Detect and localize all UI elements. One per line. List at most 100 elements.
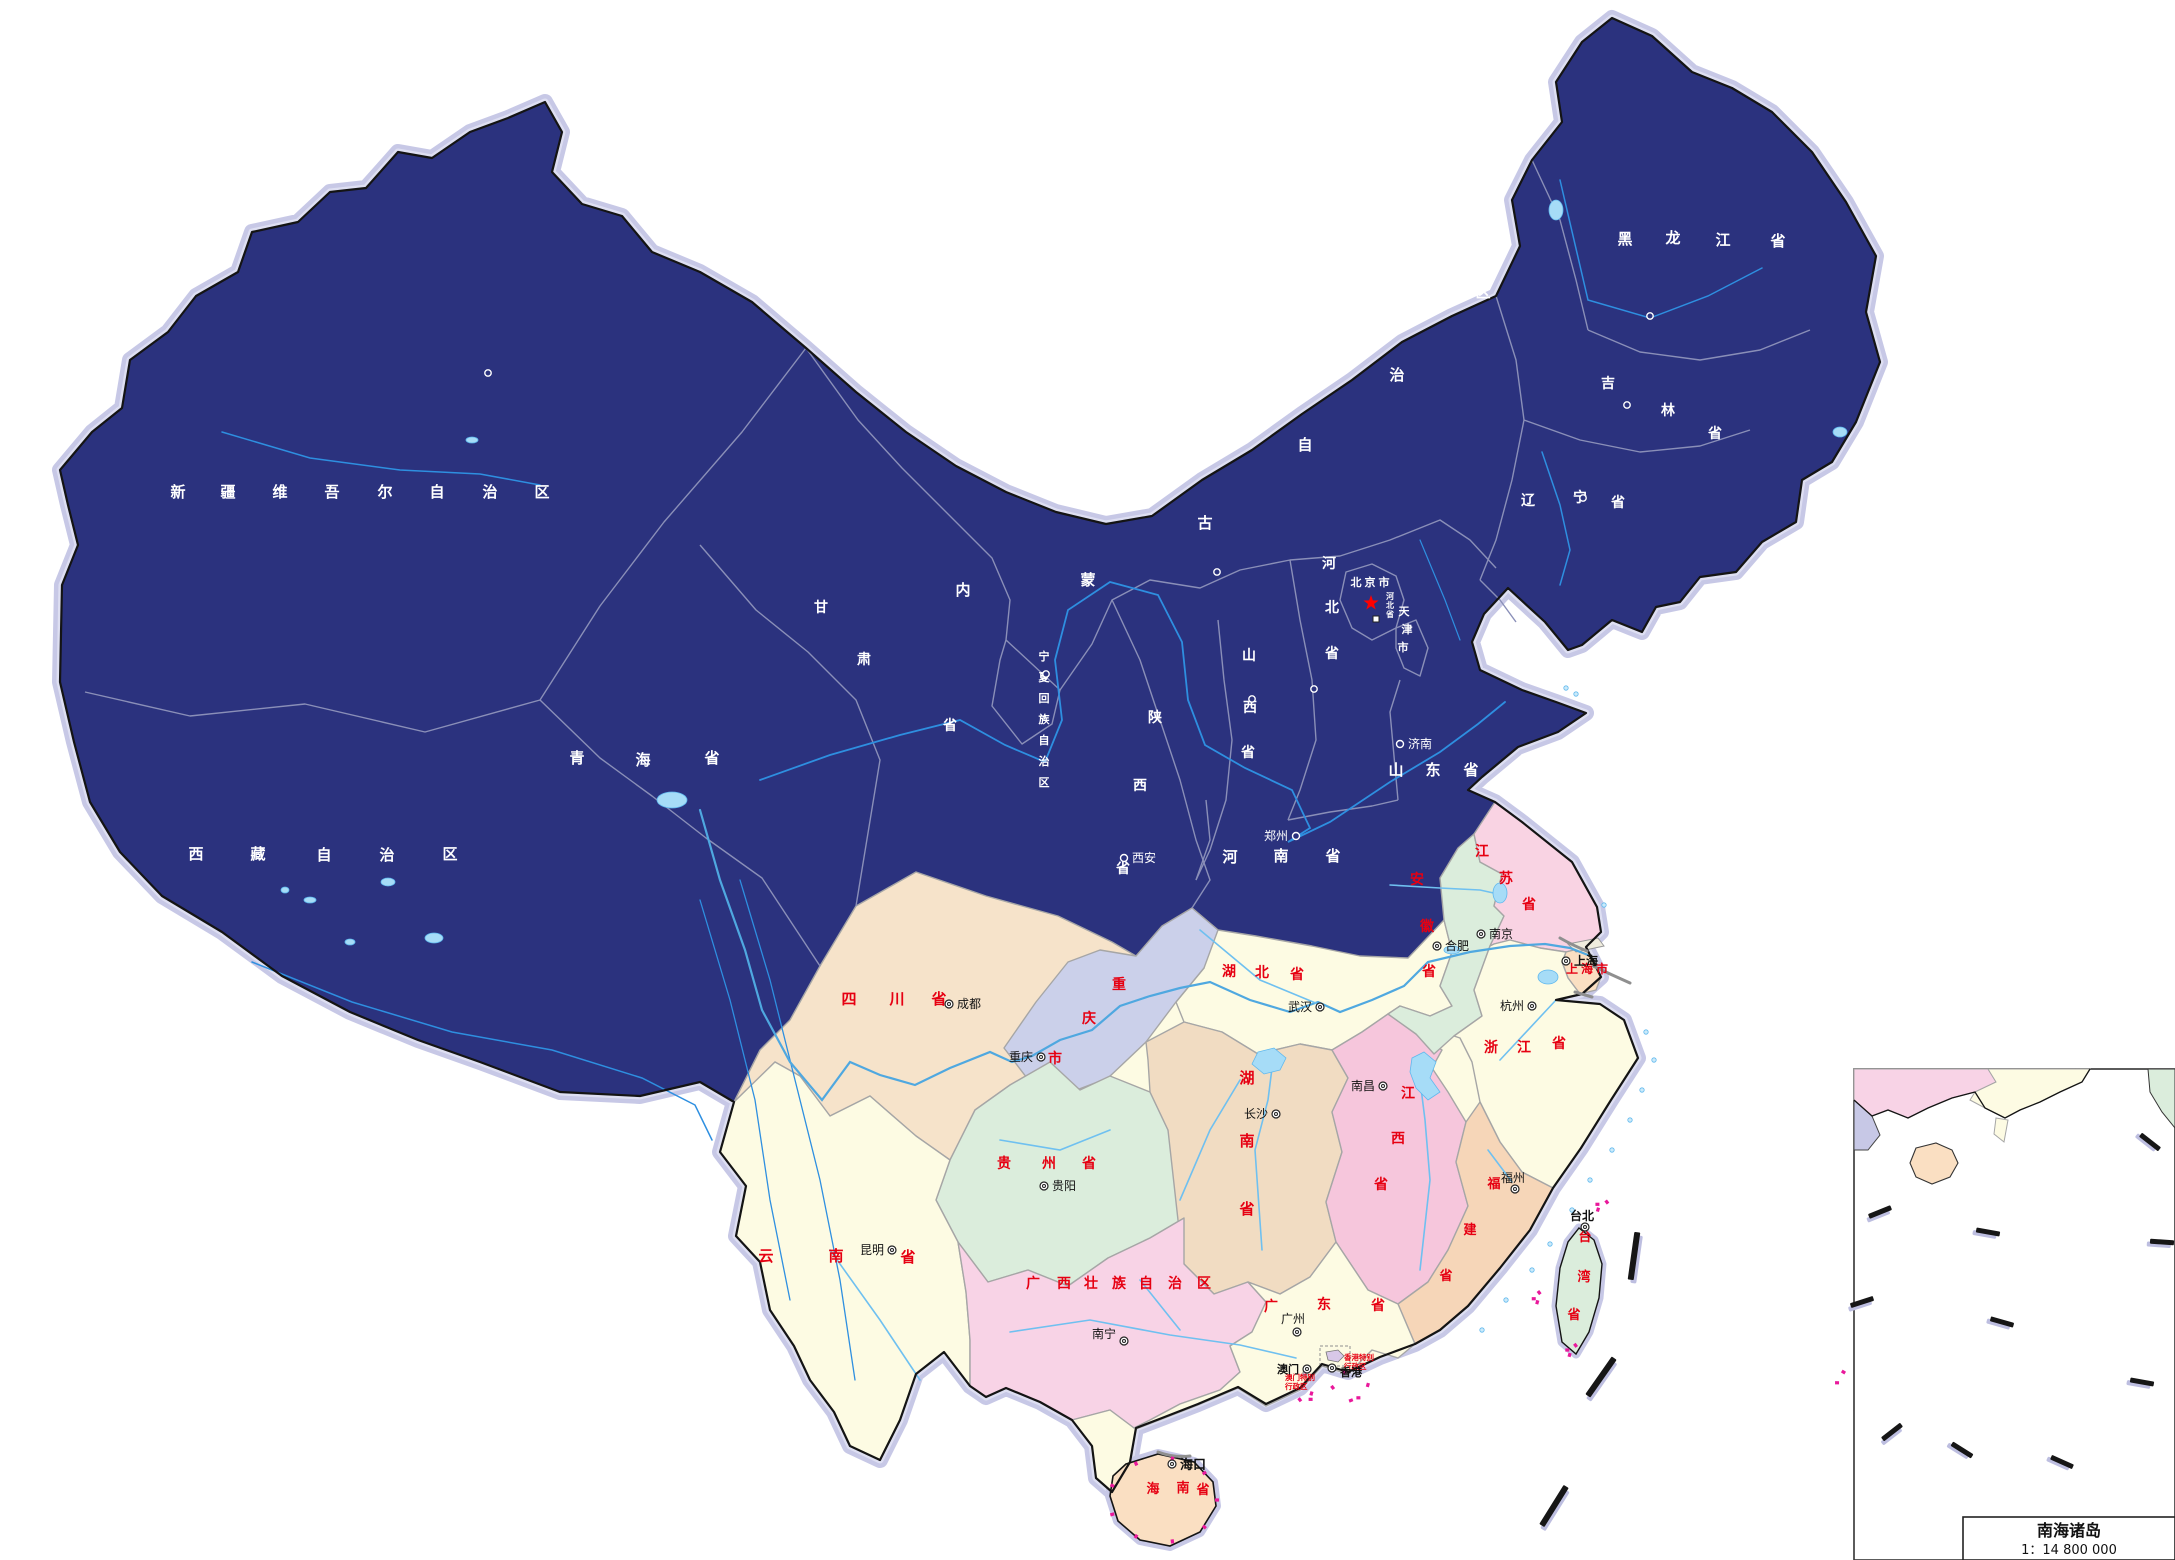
svg-text:江: 江 <box>1475 843 1489 860</box>
svg-text:南: 南 <box>1176 1480 1189 1496</box>
inset-region-taiwan <box>2147 1068 2175 1129</box>
svg-text:天: 天 <box>1399 605 1411 618</box>
svg-text:行政区: 行政区 <box>1284 1381 1308 1391</box>
svg-text:台北: 台北 <box>1570 1208 1594 1223</box>
svg-text:市: 市 <box>1398 640 1409 654</box>
svg-text:昆明: 昆明 <box>860 1243 884 1257</box>
svg-text:东: 东 <box>1425 761 1440 779</box>
svg-text:西: 西 <box>1391 1131 1405 1147</box>
svg-text:海: 海 <box>1581 961 1593 976</box>
svg-text:蒙: 蒙 <box>1080 571 1095 589</box>
svg-text:宁: 宁 <box>1039 649 1050 663</box>
svg-text:治: 治 <box>1389 366 1404 384</box>
svg-text:香港: 香港 <box>1339 1365 1363 1379</box>
svg-text:广: 广 <box>1026 1275 1040 1292</box>
svg-text:藏: 藏 <box>250 845 265 863</box>
inset-region-leizhou <box>1993 1117 2009 1143</box>
svg-text:广州: 广州 <box>1281 1312 1305 1326</box>
svg-text:省: 省 <box>1421 963 1436 980</box>
svg-text:贵阳: 贵阳 <box>1052 1179 1076 1193</box>
svg-text:重: 重 <box>1112 976 1126 993</box>
svg-text:治: 治 <box>1039 754 1050 768</box>
svg-text:京: 京 <box>1365 575 1376 589</box>
svg-text:北: 北 <box>1386 600 1394 610</box>
svg-text:成都: 成都 <box>957 997 981 1011</box>
svg-text:区: 区 <box>534 483 549 501</box>
svg-text:四: 四 <box>841 990 856 1008</box>
svg-text:杭州: 杭州 <box>1500 998 1524 1013</box>
svg-text:区: 区 <box>1039 776 1050 789</box>
svg-text:西: 西 <box>1243 700 1257 716</box>
svg-text:省: 省 <box>1521 896 1536 913</box>
svg-text:市: 市 <box>1048 1050 1062 1067</box>
svg-text:建: 建 <box>1463 1222 1476 1238</box>
rivers-south <box>829 884 1557 1381</box>
svg-text:省: 省 <box>1462 761 1478 779</box>
svg-text:古: 古 <box>1197 514 1212 532</box>
svg-text:省: 省 <box>1566 1307 1580 1323</box>
svg-text:行政区: 行政区 <box>1343 1361 1367 1371</box>
svg-text:川: 川 <box>888 990 904 1008</box>
svg-text:省: 省 <box>1238 1200 1254 1218</box>
svg-text:南昌: 南昌 <box>1351 1078 1375 1093</box>
svg-text:安: 安 <box>1410 871 1424 888</box>
national-border <box>58 16 1882 1494</box>
region-taiwan <box>1555 1227 1603 1356</box>
svg-text:省: 省 <box>1115 860 1130 877</box>
svg-text:南京: 南京 <box>1489 926 1513 941</box>
svg-text:江: 江 <box>1715 231 1730 249</box>
svg-text:台: 台 <box>1578 1229 1591 1245</box>
svg-text:龙: 龙 <box>1664 229 1680 247</box>
beijing-square-marker <box>1372 615 1380 623</box>
svg-text:自: 自 <box>1139 1275 1153 1292</box>
svg-text:肃: 肃 <box>857 651 871 668</box>
coastal-islets <box>1479 685 1657 1333</box>
svg-text:澳门特别: 澳门特别 <box>1285 1372 1315 1382</box>
svg-text:省: 省 <box>1324 847 1340 865</box>
svg-text:北: 北 <box>1255 965 1269 981</box>
inset-region-hainan <box>1909 1142 1959 1185</box>
svg-text:自: 自 <box>316 846 331 864</box>
svg-text:福州: 福州 <box>1501 1170 1525 1185</box>
svg-text:陕: 陕 <box>1148 709 1162 726</box>
region-hongkong <box>1325 1349 1345 1363</box>
svg-text:新: 新 <box>170 483 185 501</box>
svg-text:津: 津 <box>1402 622 1413 636</box>
svg-text:回: 回 <box>1039 691 1050 705</box>
svg-text:合肥: 合肥 <box>1445 938 1469 953</box>
svg-text:治: 治 <box>1168 1275 1182 1292</box>
svg-text:武汉: 武汉 <box>1288 1000 1312 1014</box>
svg-text:江: 江 <box>1517 1039 1531 1056</box>
svg-text:澳门: 澳门 <box>1277 1362 1299 1376</box>
svg-text:维: 维 <box>272 483 287 501</box>
svg-text:尔: 尔 <box>377 483 392 501</box>
svg-text:上: 上 <box>1566 961 1578 976</box>
svg-text:贵: 贵 <box>997 1155 1011 1172</box>
province-labels: 新疆维吾尔自治区西藏自治区青海省甘肃省内蒙古自治区宁夏回族自治区陕西省山西省河北… <box>170 229 2160 1498</box>
svg-text:族: 族 <box>1039 712 1051 726</box>
svg-text:苏: 苏 <box>1499 870 1513 887</box>
svg-text:省: 省 <box>1438 1268 1452 1284</box>
svg-text:省: 省 <box>1551 1035 1566 1052</box>
svg-text:省: 省 <box>703 749 719 767</box>
svg-text:内: 内 <box>955 581 970 599</box>
inset-title: 南海诸岛 <box>2037 1521 2101 1540</box>
svg-text:重庆: 重庆 <box>1009 1050 1033 1064</box>
svg-text:南: 南 <box>828 1247 843 1265</box>
svg-text:西: 西 <box>1057 1276 1071 1292</box>
svg-text:省: 省 <box>1385 609 1394 619</box>
svg-text:海: 海 <box>635 751 650 769</box>
svg-text:山: 山 <box>1242 648 1256 664</box>
svg-text:省: 省 <box>1081 1155 1096 1172</box>
svg-text:省: 省 <box>899 1248 915 1266</box>
inset-scale-box: 南海诸岛 1：14 800 000 <box>1962 1516 2175 1560</box>
south-china-sea-inset: 南海诸岛 1：14 800 000 <box>1853 1068 2175 1560</box>
svg-text:区: 区 <box>442 845 457 863</box>
svg-text:浙: 浙 <box>1484 1039 1498 1056</box>
svg-text:河: 河 <box>1322 555 1336 572</box>
svg-text:广: 广 <box>1264 1298 1278 1315</box>
svg-text:上海: 上海 <box>1574 953 1598 968</box>
svg-text:西安: 西安 <box>1132 850 1156 865</box>
